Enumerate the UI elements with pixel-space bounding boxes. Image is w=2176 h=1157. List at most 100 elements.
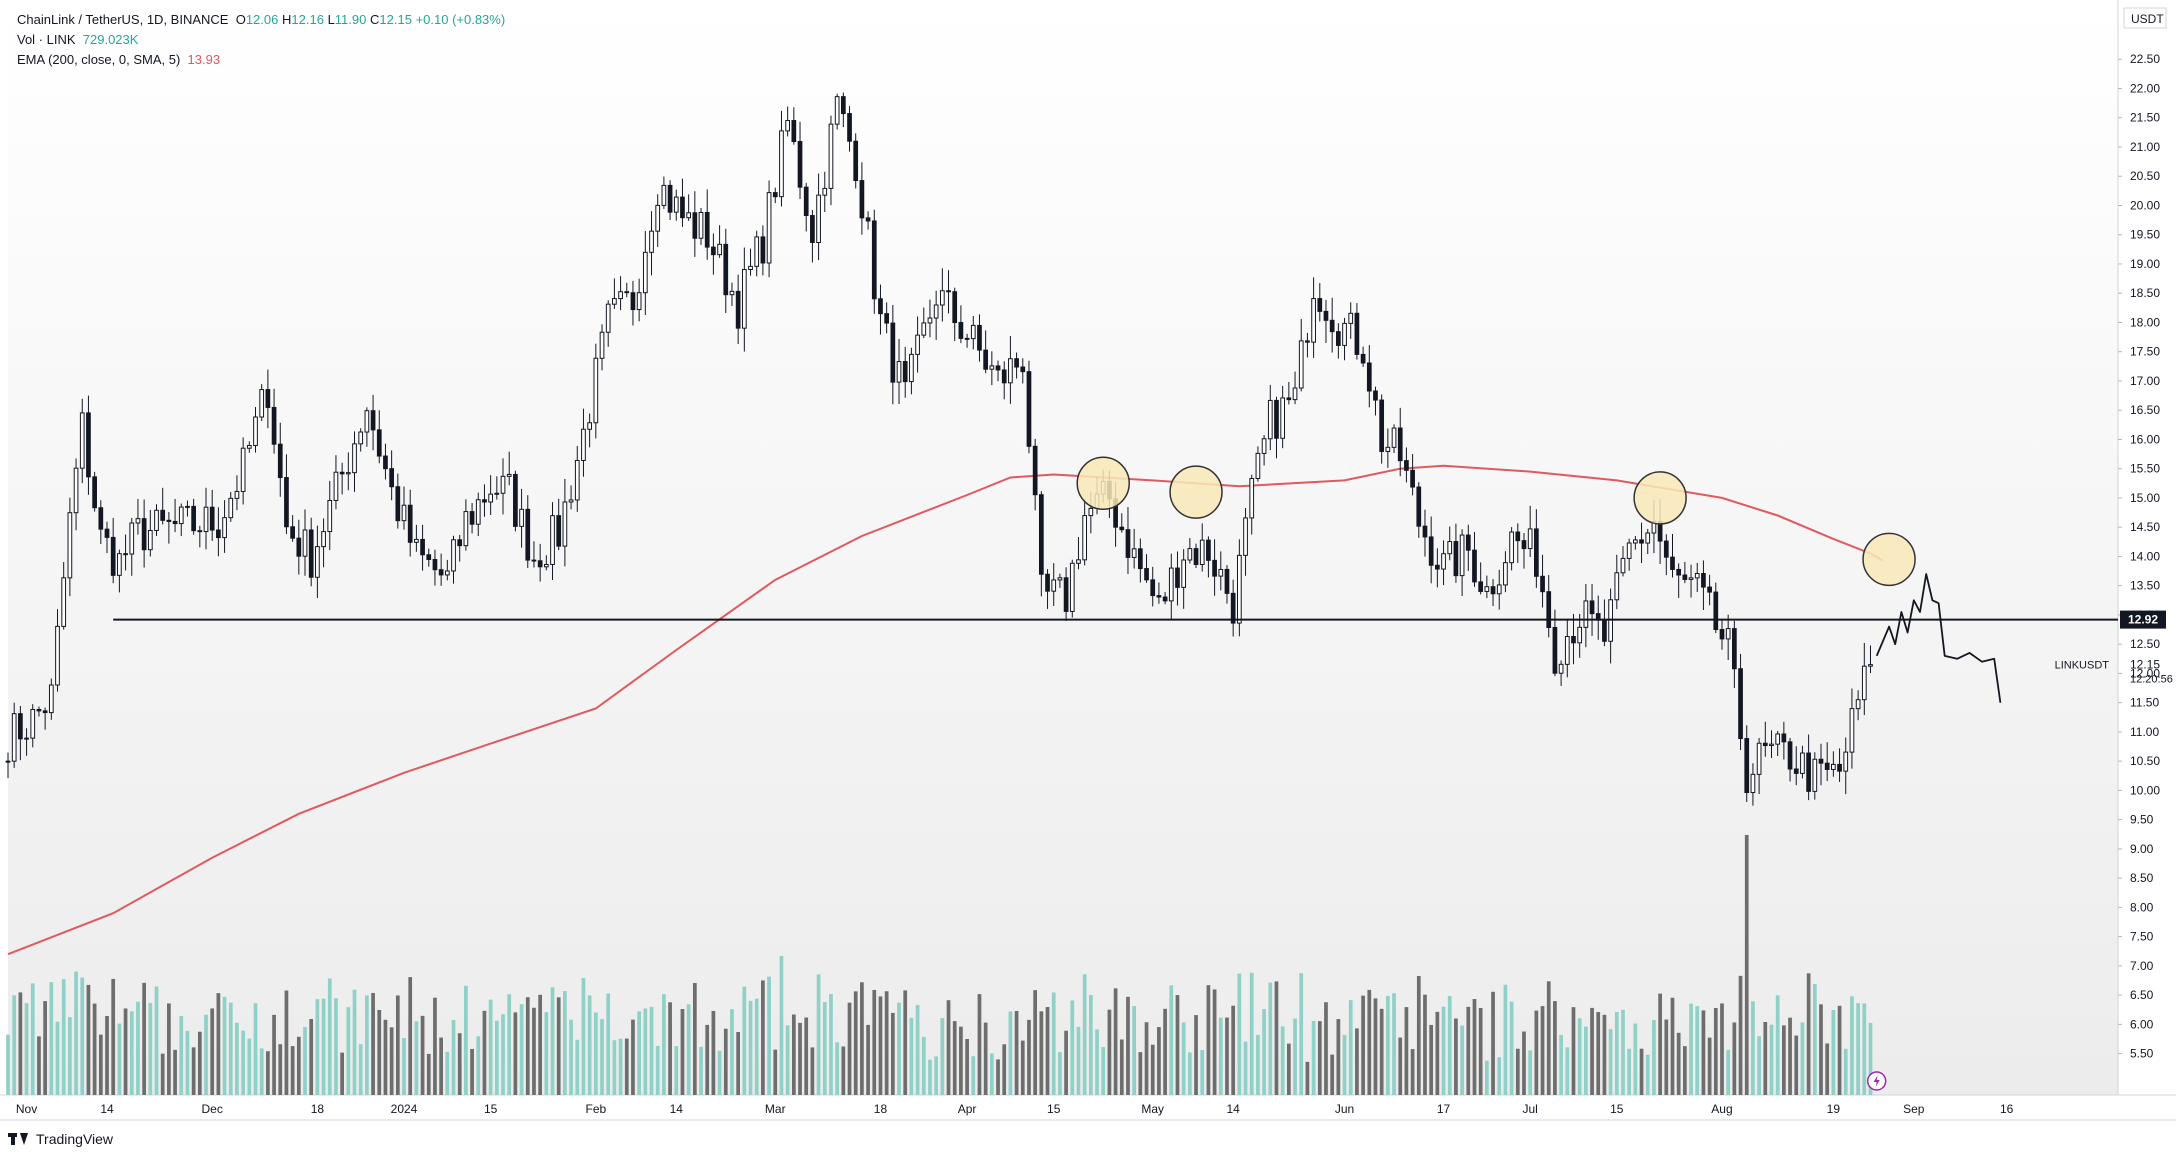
y-tick-label: 10.50 — [2130, 754, 2160, 768]
volume-bar — [1299, 973, 1304, 1095]
y-tick-label: 9.00 — [2130, 842, 2154, 856]
volume-bar — [575, 1039, 580, 1095]
volume-bar — [569, 1019, 573, 1095]
volume-bar — [1713, 1007, 1718, 1095]
volume-bar — [197, 1031, 202, 1095]
candle-body — [1484, 586, 1490, 592]
y-tick-label: 16.50 — [2130, 403, 2160, 417]
legend-volume-label[interactable]: Vol · LINK — [17, 32, 76, 47]
volume-bar — [1064, 1030, 1068, 1095]
legend-ema-label[interactable]: EMA (200, close, 0, SMA, 5) — [17, 52, 181, 67]
candle-body — [48, 684, 54, 714]
candle-body — [1187, 548, 1193, 561]
legend-ohlc-row: ChainLink / TetherUS, 1D, BINANCE O12.06… — [17, 10, 505, 30]
candle-body — [178, 506, 184, 525]
volume-bar — [1212, 989, 1217, 1095]
volume-bar — [1806, 973, 1811, 1095]
volume-bar — [1782, 1025, 1786, 1095]
volume-bar — [1812, 984, 1817, 1095]
volume-bar — [1633, 1023, 1638, 1095]
volume-bar — [618, 1038, 623, 1095]
candle-body — [444, 570, 450, 576]
candle-body — [1682, 574, 1688, 580]
volume-bar — [68, 1017, 72, 1095]
candle-body — [1713, 591, 1719, 631]
tradingview-logo[interactable]: TradingView — [8, 1131, 113, 1147]
volume-bar — [668, 1002, 672, 1095]
candle-body — [1800, 752, 1805, 774]
candle-body — [1076, 559, 1081, 564]
volume-bar — [1194, 1015, 1198, 1095]
volume-bar — [1429, 1024, 1434, 1095]
candle-body — [760, 236, 766, 264]
volume-bar — [563, 990, 567, 1095]
candle-body — [1441, 553, 1446, 570]
candle-body — [822, 187, 828, 196]
volume-bar — [785, 1025, 790, 1095]
candle-body — [525, 508, 531, 561]
volume-bar — [18, 992, 23, 1095]
volume-bar — [742, 986, 747, 1095]
volume-bar — [1181, 1022, 1186, 1095]
candle-body — [376, 429, 382, 457]
volume-bar — [1361, 995, 1365, 1095]
volume-bar — [303, 1027, 307, 1095]
candle-body — [531, 559, 537, 562]
candle-body — [772, 192, 778, 198]
volume-bar — [1033, 990, 1038, 1095]
candle-body — [927, 317, 933, 324]
x-tick-label: Feb — [585, 1102, 606, 1116]
y-tick-label: 21.50 — [2130, 111, 2160, 125]
volume-bar — [1132, 1006, 1137, 1095]
candle-body — [55, 625, 60, 686]
volume-bar — [1311, 1021, 1316, 1095]
candle-body — [612, 298, 617, 305]
volume-bar — [674, 1046, 679, 1095]
volume-bar — [1144, 1022, 1149, 1095]
volume-bar — [1330, 1054, 1335, 1095]
y-tick-label: 15.50 — [2130, 462, 2160, 476]
candle-body — [1032, 445, 1038, 496]
x-tick-label: 14 — [670, 1102, 684, 1116]
candle-body — [500, 475, 506, 494]
y-tick-label: 20.50 — [2130, 169, 2160, 183]
candle-body — [1855, 699, 1861, 710]
volume-bar — [1559, 1035, 1563, 1095]
volume-bar — [1039, 1011, 1044, 1095]
x-tick-label: 16 — [2000, 1102, 2014, 1116]
legend-symbol[interactable]: ChainLink / TetherUS, 1D, BINANCE — [17, 12, 229, 27]
volume-bar — [49, 982, 54, 1095]
candle-body — [407, 504, 413, 543]
volume-bar — [470, 1048, 474, 1095]
volume-bar — [1336, 1019, 1341, 1095]
candle-body — [766, 192, 772, 264]
candle-body — [1008, 358, 1013, 384]
candle-body — [24, 737, 29, 740]
candle-body — [624, 291, 630, 294]
volume-bar — [1157, 1027, 1161, 1095]
volume-bar — [1602, 1014, 1607, 1095]
volume-bar — [513, 1012, 518, 1095]
candle-body — [1670, 556, 1675, 570]
y-tick-label: 7.00 — [2130, 959, 2154, 973]
candle-body — [370, 410, 376, 431]
candle-body — [129, 522, 135, 555]
candle-body — [896, 361, 902, 383]
candle-body — [1038, 494, 1044, 575]
volume-bar — [680, 1008, 685, 1095]
volume-bar — [959, 1026, 963, 1095]
volume-bar — [1664, 1019, 1669, 1095]
volume-bar — [476, 1036, 481, 1095]
candle-body — [1564, 636, 1570, 665]
volume-bar — [315, 999, 320, 1095]
volume-bar — [884, 991, 889, 1095]
volume-bar — [1738, 975, 1743, 1095]
volume-bar — [160, 1053, 165, 1095]
candle-body — [599, 331, 605, 359]
x-tick-label: 15 — [1047, 1102, 1061, 1116]
volume-bar — [105, 1015, 109, 1095]
volume-bar — [1237, 973, 1242, 1095]
candle-body — [1045, 573, 1050, 592]
candle-body — [680, 196, 685, 219]
